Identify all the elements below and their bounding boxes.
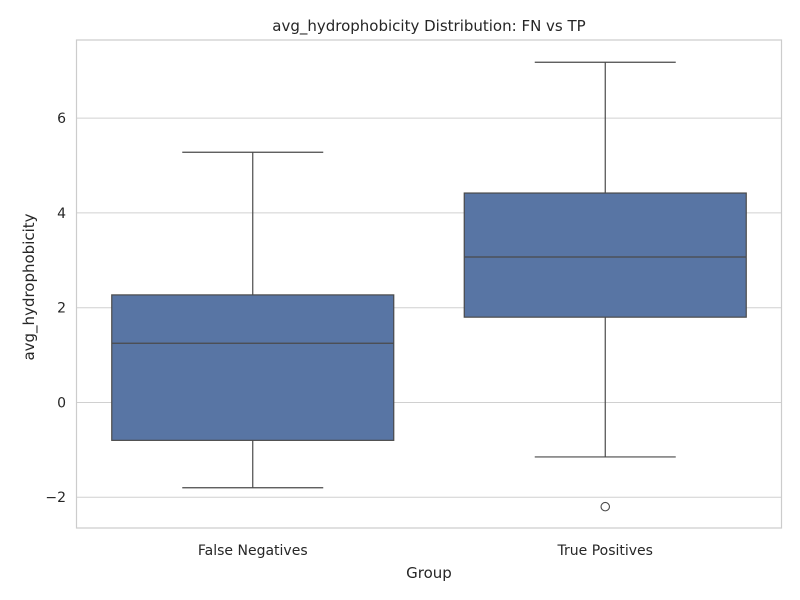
plot-area-frame [75,39,783,529]
x-axis-label: Group [406,564,452,582]
iqr-box [111,294,395,441]
y-tick-labels: −2 0 2 4 6 [45,111,66,506]
y-tick-label: 4 [57,206,66,222]
boxes [111,61,747,512]
iqr-box [463,192,747,318]
y-tick-label: −2 [45,490,66,506]
box-group [111,151,395,489]
y-axis-label: avg_hydrophobicity [20,213,39,360]
y-tick-label: 2 [57,301,66,317]
chart-title: avg_hydrophobicity Distribution: FN vs T… [272,17,585,36]
y-tick-label: 0 [57,395,66,411]
x-tick-labels: False Negatives True Positives [198,543,653,559]
y-tick-label: 6 [57,111,66,127]
outlier-point [600,501,610,512]
x-tick-label: True Positives [557,543,653,559]
box-group [463,61,747,512]
x-tick-label: False Negatives [198,543,308,559]
